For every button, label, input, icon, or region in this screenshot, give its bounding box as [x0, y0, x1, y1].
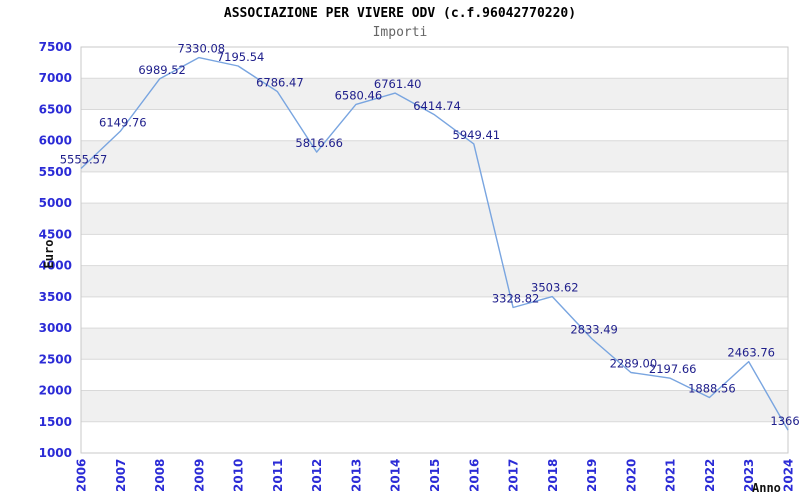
x-tick-label: 2008 [153, 459, 167, 492]
x-tick-label: 2006 [75, 459, 89, 492]
chart-title: ASSOCIAZIONE PER VIVERE ODV (c.f.9604277… [223, 6, 577, 21]
plot-border [80, 46, 789, 454]
data-label: 3328.82 [492, 292, 540, 306]
y-tick-label: 3500 [39, 290, 72, 304]
x-axis-title: Anno [752, 481, 781, 495]
y-tick-label: 6500 [39, 102, 72, 116]
plot-band [81, 78, 788, 110]
x-tick-label: 2015 [428, 459, 442, 492]
y-tick-label: 7500 [39, 40, 72, 54]
plot-band [81, 265, 788, 297]
y-tick-label: 4500 [39, 227, 72, 241]
y-axis-title: Euro [42, 239, 56, 269]
data-label: 1366.3 [770, 414, 800, 428]
data-label: 6989.52 [138, 63, 186, 77]
data-label: 3503.62 [531, 281, 579, 295]
data-label: 1888.56 [688, 382, 736, 396]
plot-band [81, 140, 788, 172]
data-label: 5555.57 [60, 153, 108, 167]
y-tick-label: 4000 [39, 259, 72, 273]
y-tick-label: 3000 [39, 321, 72, 335]
y-tick-label: 5500 [39, 165, 72, 179]
x-tick-label: 2010 [232, 459, 246, 492]
x-tick-label: 2007 [114, 459, 128, 492]
y-tick-label: 5000 [39, 196, 72, 210]
y-tick-label: 2000 [39, 384, 72, 398]
data-label: 2197.66 [649, 362, 697, 376]
x-tick-label: 2019 [585, 459, 599, 492]
data-label: 2463.76 [727, 346, 775, 360]
data-label: 6149.76 [99, 115, 147, 129]
data-label: 6580.46 [335, 88, 383, 102]
data-label: 7195.54 [217, 50, 265, 64]
data-label: 2289.00 [610, 357, 658, 371]
y-tick-label: 7000 [39, 71, 72, 85]
x-tick-label: 2017 [507, 459, 521, 492]
data-label: 6414.74 [413, 99, 461, 113]
chart-subtitle: Importi [372, 25, 428, 40]
x-tick-label: 2022 [703, 459, 717, 492]
data-label: 7330.08 [178, 42, 226, 56]
x-tick-label: 2021 [664, 459, 678, 492]
x-tick-label: 2012 [310, 459, 324, 492]
plot-band [81, 390, 788, 422]
x-tick-label: 2020 [624, 459, 638, 492]
y-tick-label: 1500 [39, 415, 72, 429]
x-tick-label: 2009 [192, 459, 206, 492]
data-label: 5816.66 [295, 136, 343, 150]
x-tick-label: 2018 [546, 459, 560, 492]
x-tick-label: 2011 [271, 459, 285, 492]
x-tick-label: 2024 [782, 459, 796, 492]
y-tick-label: 6000 [39, 134, 72, 148]
plot-band [81, 328, 788, 360]
x-tick-label: 2014 [389, 459, 403, 492]
data-label: 2833.49 [570, 323, 618, 337]
x-tick-label: 2016 [467, 459, 481, 492]
x-tick-label: 2013 [349, 459, 363, 492]
plot-band [81, 203, 788, 235]
y-tick-label: 1000 [39, 446, 72, 460]
y-tick-label: 2500 [39, 352, 72, 366]
data-label: 5949.41 [453, 128, 501, 142]
data-label: 6786.47 [256, 76, 304, 90]
series-line [80, 56, 789, 431]
x-tick-label: 2023 [742, 459, 756, 492]
data-label: 6761.40 [374, 77, 422, 91]
